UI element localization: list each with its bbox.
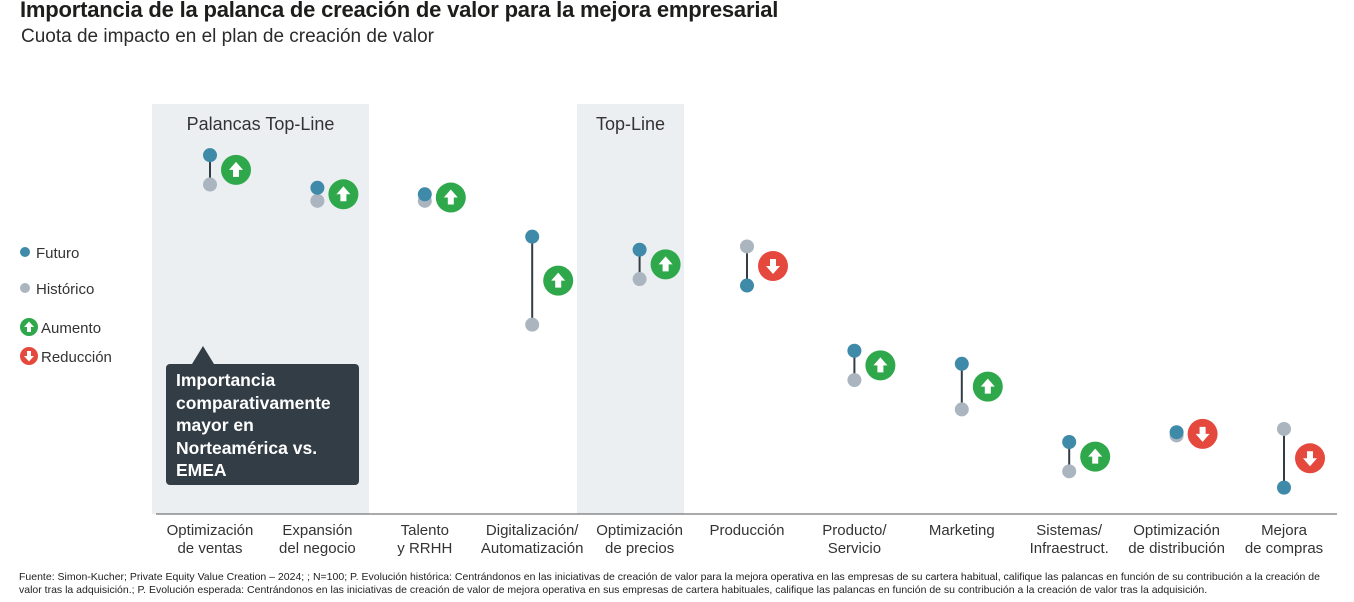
historic-point-10 <box>1277 421 1291 436</box>
legend-decrease-label: Reducción <box>41 349 112 366</box>
increase-arrow-icon <box>20 318 38 336</box>
legend-future: Futuro <box>20 245 79 262</box>
arrow-glyph-3 <box>551 272 566 288</box>
category-label-line: de distribución <box>1128 540 1225 557</box>
callout-pointer <box>192 346 214 364</box>
category-label-line: Producción <box>709 522 785 539</box>
category-label-line: Optimización <box>1133 522 1220 539</box>
category-label-line: Digitalización/ <box>485 522 579 539</box>
band-label-palancas-top-line: Palancas Top-Line <box>186 114 335 134</box>
chart-subtitle: Cuota de impacto en el plan de creación … <box>21 26 434 47</box>
category-label-line: Mejora <box>1261 522 1307 539</box>
category-label-line: Optimización <box>166 522 254 539</box>
category-label-6: Producto/Servicio <box>792 522 916 558</box>
future-point-10 <box>1277 480 1291 495</box>
historic-point-7 <box>954 402 969 417</box>
arrow-glyph-6 <box>873 357 888 373</box>
category-label-line: Talento <box>400 522 449 539</box>
chart-title: Importancia de la palanca de creación de… <box>20 0 779 22</box>
category-label-line: del negocio <box>279 540 356 557</box>
legend-decrease: Reducción <box>20 347 112 366</box>
category-label-line: de precios <box>604 540 675 557</box>
category-label-line: Producto/ <box>822 522 887 539</box>
arrow-glyph-7 <box>980 378 995 394</box>
historic-point-5 <box>740 239 754 254</box>
category-label-line: Automatización <box>480 540 584 557</box>
future-point-2 <box>417 187 432 202</box>
category-label-line: Optimización <box>596 522 683 539</box>
future-point-8 <box>1062 435 1077 449</box>
category-label-8: Sistemas/Infraestruct. <box>1007 522 1131 558</box>
category-label-5: Producción <box>685 522 809 540</box>
future-point-3 <box>525 229 540 244</box>
historic-dot-icon <box>20 283 30 293</box>
category-label-0: Optimización de ventas <box>148 522 272 558</box>
arrow-glyph-1 <box>336 186 351 202</box>
category-label-9: Optimización de distribución <box>1115 522 1239 558</box>
legend-increase: Aumento <box>20 318 101 337</box>
category-label-line: Infraestruct. <box>1029 540 1109 557</box>
arrow-glyph-2 <box>443 189 458 205</box>
legend-increase-label: Aumento <box>41 320 102 337</box>
future-point-5 <box>740 278 754 293</box>
arrow-glyph-5 <box>766 259 780 274</box>
future-point-6 <box>847 343 862 358</box>
category-label-line: Marketing <box>928 522 995 539</box>
band-label-top-line: Top-Line <box>595 114 666 134</box>
category-label-10: Mejora de compras <box>1222 522 1346 558</box>
arrow-glyph-0 <box>229 161 243 177</box>
category-label-1: Expansión del negocio <box>255 522 379 558</box>
future-point-0 <box>203 148 217 163</box>
category-label-line: de ventas <box>177 540 243 557</box>
arrow-glyph-8 <box>1088 448 1103 464</box>
historic-point-4 <box>632 272 647 287</box>
category-label-3: Digitalización/Automatización <box>470 522 594 558</box>
category-label-line: Servicio <box>827 540 882 557</box>
legend-historic-label: Histórico <box>36 281 95 298</box>
category-label-line: y RRHH <box>397 540 453 557</box>
future-dot-icon <box>20 247 30 257</box>
callout-box: Importancia comparativamente mayor en No… <box>166 364 359 485</box>
arrow-glyph-4 <box>658 256 673 272</box>
future-point-7 <box>954 356 969 371</box>
future-point-9 <box>1169 425 1184 440</box>
decrease-arrow-icon <box>20 347 38 365</box>
footnote: Fuente: Simon-Kucher; Private Equity Val… <box>19 571 1320 596</box>
category-label-7: Marketing <box>900 522 1024 540</box>
category-label-2: Talento y RRHH <box>363 522 487 558</box>
legend-future-label: Futuro <box>36 245 80 262</box>
historic-point-6 <box>847 373 862 388</box>
historic-point-0 <box>203 177 217 192</box>
category-label-line: de compras <box>1244 540 1324 557</box>
category-label-line: Sistemas/ <box>1036 522 1103 539</box>
legend-historic: Histórico <box>20 281 94 298</box>
historic-point-3 <box>525 317 540 332</box>
arrow-glyph-10 <box>1303 451 1317 467</box>
historic-point-1 <box>310 193 325 208</box>
category-label-4: Optimización de precios <box>578 522 702 558</box>
future-point-4 <box>632 242 647 257</box>
arrow-glyph-9 <box>1195 426 1210 442</box>
band-top-line <box>577 104 684 514</box>
future-point-1 <box>310 180 325 195</box>
historic-point-8 <box>1062 464 1077 479</box>
category-label-line: Expansión <box>282 522 353 539</box>
